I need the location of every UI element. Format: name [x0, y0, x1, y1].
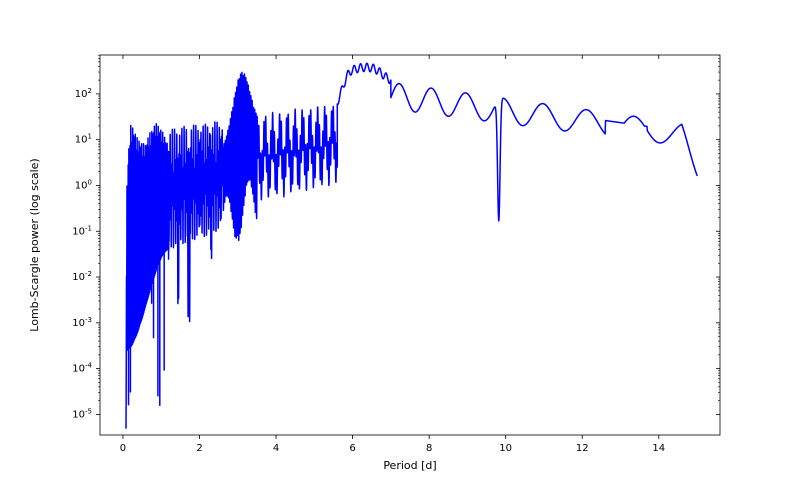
x-tick-label: 0 — [120, 443, 126, 454]
x-tick-label: 6 — [349, 443, 355, 454]
x-tick-label: 8 — [426, 443, 432, 454]
x-tick-label: 14 — [652, 443, 665, 454]
x-tick-label: 12 — [576, 443, 589, 454]
x-tick-label: 10 — [499, 443, 512, 454]
x-axis-label: Period [d] — [383, 459, 436, 472]
chart-svg: 0246810121410-510-410-310-210-1100101102… — [0, 0, 800, 500]
y-axis-label: Lomb-Scargle power (log scale) — [28, 158, 41, 331]
x-tick-label: 4 — [273, 443, 279, 454]
periodogram-chart: 0246810121410-510-410-310-210-1100101102… — [0, 0, 800, 500]
x-tick-label: 2 — [196, 443, 202, 454]
